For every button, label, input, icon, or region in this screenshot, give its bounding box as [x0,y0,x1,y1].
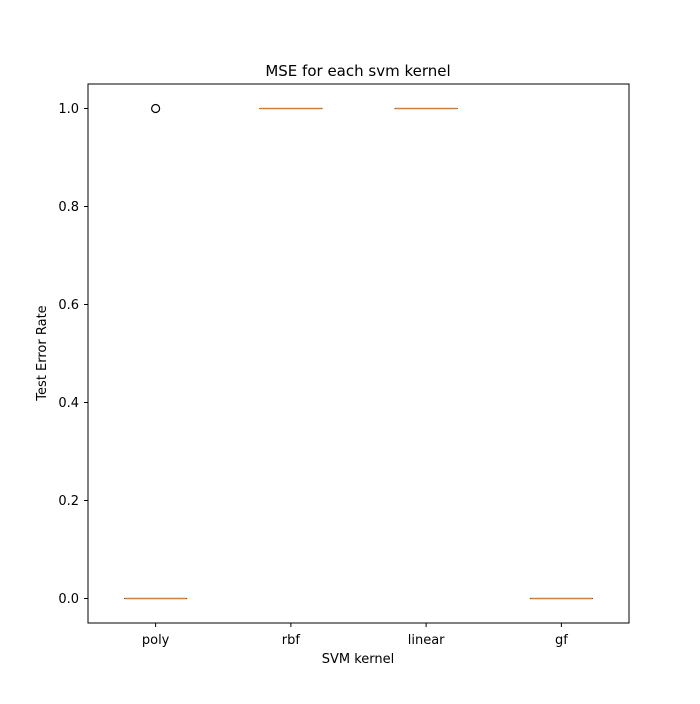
y-tick-label: 0.6 [58,298,79,313]
y-axis-label: Test Error Rate [35,305,50,401]
y-tick-label: 0.0 [58,592,79,607]
chart-title: MSE for each svm kernel [265,62,450,80]
y-tick-label: 0.8 [58,200,79,215]
x-tick-label: rbf [282,633,301,648]
y-tick-label: 1.0 [58,102,79,117]
y-tick-label: 0.2 [58,494,79,509]
x-tick-label: linear [408,633,445,648]
x-tick-label: poly [142,633,170,648]
x-axis-label: SVM kernel [322,652,395,667]
y-tick-label: 0.4 [58,396,79,411]
x-tick-label: gf [555,633,568,648]
